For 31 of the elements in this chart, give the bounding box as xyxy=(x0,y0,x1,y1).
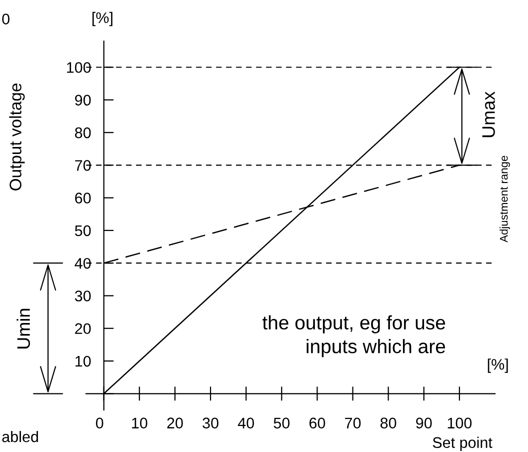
x-tick-label: 60 xyxy=(309,418,326,428)
text: Umin xyxy=(16,308,30,348)
y-tick-label: 20 xyxy=(75,323,91,334)
x-tick-label: 90 xyxy=(416,418,432,428)
y-tick-label: 50 xyxy=(74,225,91,236)
y-tick-label: 40 xyxy=(74,258,91,269)
annotation: the output, eg for use inputs which are xyxy=(262,315,446,358)
y-tick-label: 90 xyxy=(75,94,91,106)
x-tick-label: 70 xyxy=(345,418,361,428)
y-tick-label: 60 xyxy=(75,192,91,204)
text: [%] xyxy=(92,12,112,26)
y-tick-label: 80 xyxy=(75,127,91,138)
y-tick-label: 100 xyxy=(67,62,91,73)
text: Adjustment range xyxy=(500,156,510,242)
y-tick-label: 10 xyxy=(76,356,91,367)
x-tick-label: 100 xyxy=(448,418,472,428)
x-tick-label: 80 xyxy=(380,418,396,428)
annotation: [%] xyxy=(488,358,508,373)
x-axis-title: Set point xyxy=(432,436,492,452)
text: 0 xyxy=(2,14,10,24)
x-tick-label: 50 xyxy=(274,418,290,428)
y-axis-title: Output voltage xyxy=(9,84,25,190)
x-tick-label: 40 xyxy=(238,418,254,428)
y-tick-label: 30 xyxy=(74,290,91,302)
x-tick-label: 20 xyxy=(167,418,183,428)
y-tick-label: 70 xyxy=(75,160,91,171)
annotation: Umax xyxy=(482,92,495,138)
text: abled xyxy=(2,430,38,442)
x-tick-label: 10 xyxy=(132,418,148,428)
x-tick-label: 0 xyxy=(96,418,104,428)
x-tick-label: 30 xyxy=(202,418,218,428)
